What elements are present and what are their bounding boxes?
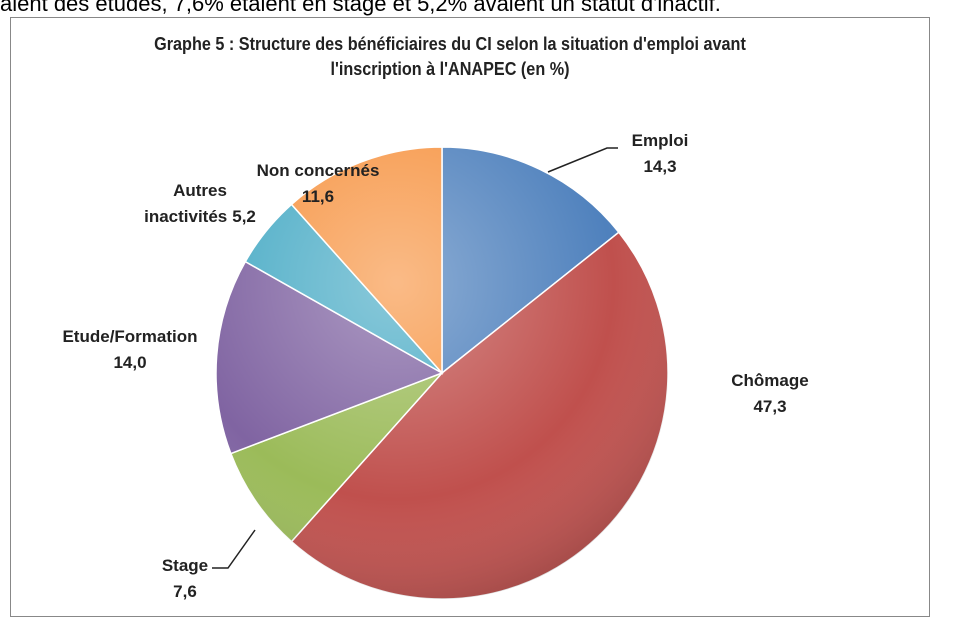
chart [212,146,669,599]
data-label: Chômage 47,3 [700,368,840,420]
category-label: Autres inactivités [144,181,228,226]
page: aient des études, 7,6% étaient en stage … [0,0,930,617]
value-label: 14,3 [643,157,677,176]
value-label: 7,6 [173,582,197,601]
category-label: Chômage [731,371,809,390]
data-label: Emploi 14,3 [600,128,720,180]
value-label: 14,0 [113,353,147,372]
category-label: Non concernés [256,161,380,180]
value-label: 47,3 [753,397,787,416]
data-label: Etude/Formation 14,0 [40,324,220,376]
data-label: Stage 7,6 [140,553,230,605]
data-label: Non concernés 11,6 [228,158,408,210]
data-label: Autres inactivités 5,2 [140,178,260,230]
value-label: 5,2 [232,207,256,226]
intro-text: aient des études, 7,6% étaient en stage … [0,0,721,16]
category-label: Emploi [631,131,689,150]
leader-line [547,147,618,173]
category-label: Etude/Formation [62,327,198,346]
chart-title: Graphe 5 : Structure des bénéficiaires d… [154,34,746,79]
leader-line [212,529,256,569]
value-label: 11,6 [301,187,335,206]
category-label: Stage [161,556,209,575]
